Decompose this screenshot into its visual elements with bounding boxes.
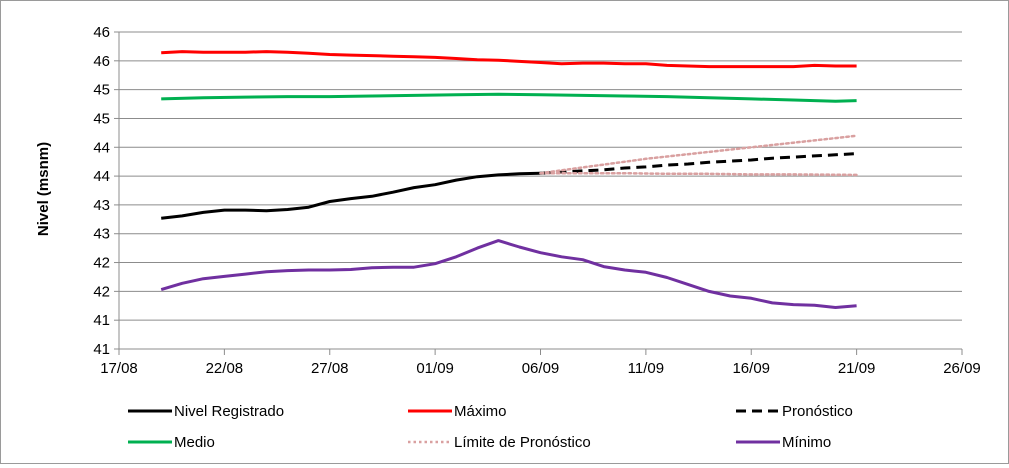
- series-line: [161, 171, 541, 220]
- x-tick-label: 17/08: [100, 360, 138, 377]
- legend: Nivel Registrado Máximo Pronóstico Medio Lím…: [128, 403, 853, 451]
- y-tick-label: 42: [93, 255, 110, 272]
- x-tick-label: 21/09: [838, 360, 876, 377]
- y-tick-label: 41: [93, 341, 110, 358]
- legend-label: Mínimo: [782, 434, 831, 451]
- series-line: [160, 239, 857, 309]
- y-tick-label: 46: [93, 53, 110, 70]
- x-tick-label: 11/09: [628, 360, 664, 377]
- y-tick-label: 43: [93, 197, 110, 214]
- x-tick-label: 26/09: [943, 360, 981, 377]
- gridlines: [118, 31, 962, 350]
- legend-label: Medio: [174, 434, 215, 451]
- series-lines: [160, 50, 858, 309]
- y-tick-label: 46: [93, 24, 110, 41]
- y-tick-label: 44: [93, 139, 110, 156]
- series-line: [539, 171, 858, 177]
- y-tick-label: 45: [93, 82, 110, 99]
- x-tick-label: 16/09: [732, 360, 770, 377]
- y-tick-label: 44: [93, 168, 110, 185]
- y-tick-label: 45: [93, 110, 110, 127]
- series-line: [161, 50, 857, 69]
- x-tick-label: 27/08: [311, 360, 349, 377]
- y-axis-label: Nivel (msnm): [35, 142, 52, 236]
- y-tick-label: 41: [93, 312, 110, 329]
- x-axis-ticks: 17/08 22/08 27/08 01/09 06/09 11/09 16/09 21/09…: [100, 349, 981, 377]
- series-line: [540, 152, 857, 175]
- y-tick-label: 42: [93, 283, 110, 300]
- legend-label: Nivel Registrado: [174, 403, 284, 420]
- legend-label: Límite de Pronóstico: [454, 434, 591, 451]
- x-tick-label: 06/09: [522, 360, 560, 377]
- x-tick-label: 01/09: [416, 360, 454, 377]
- x-tick-label: 22/08: [206, 360, 244, 377]
- y-tick-label: 43: [93, 226, 110, 243]
- legend-label: Pronóstico: [782, 403, 853, 420]
- y-axis-ticks: 41 41 42 42 43 43 44 44 45 45 46 46: [93, 24, 119, 358]
- series-line: [161, 92, 857, 103]
- series-line: [539, 134, 858, 175]
- legend-label: Máximo: [454, 403, 507, 420]
